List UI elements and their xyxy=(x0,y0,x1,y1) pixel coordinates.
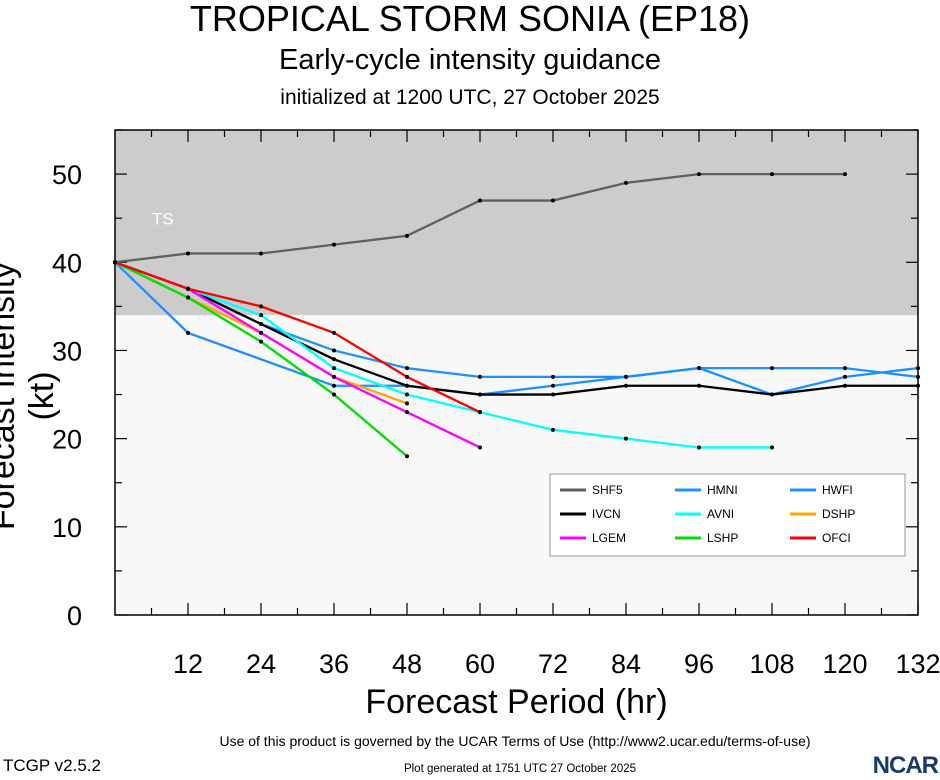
series-label-hmni: HMNI xyxy=(707,483,738,497)
data-point-avni xyxy=(551,427,555,432)
data-point-ivcn xyxy=(624,383,628,388)
y-tick-label: 20 xyxy=(52,425,82,455)
x-tick-label: 24 xyxy=(246,649,276,679)
data-point-ivcn xyxy=(843,383,847,388)
data-point-hwfi xyxy=(332,383,336,388)
generated-time: Plot generated at 1751 UTC 27 October 20… xyxy=(403,763,637,775)
data-point-shf5 xyxy=(405,233,409,238)
chart-subtitle: Early-cycle intensity guidance xyxy=(278,44,661,76)
data-point-hmni xyxy=(332,348,336,353)
x-tick-label: 60 xyxy=(465,649,495,679)
data-point-avni xyxy=(697,445,701,450)
series-line-ivcn xyxy=(114,261,918,396)
x-tick-label: 120 xyxy=(822,649,867,679)
band-label: TS xyxy=(152,209,174,228)
data-point-hmni xyxy=(405,366,409,371)
data-point-hwfi xyxy=(624,374,628,379)
data-point-lgem xyxy=(478,445,482,450)
data-point-hwfi xyxy=(843,374,847,379)
data-point-hwfi xyxy=(186,330,190,335)
x-tick-label: 84 xyxy=(611,649,641,679)
x-tick-label: 48 xyxy=(392,649,422,679)
data-point-hmni xyxy=(916,374,920,379)
series-label-dshp: DSHP xyxy=(822,507,855,521)
data-point-lshp xyxy=(405,454,409,459)
series-label-ivcn: IVCN xyxy=(592,507,621,521)
data-point-lgem xyxy=(332,374,336,379)
x-tick-label: 132 xyxy=(895,649,940,679)
y-axis-label: Forecast Intensity (kt) xyxy=(0,261,61,531)
x-axis-label: Forecast Period (hr) xyxy=(365,683,668,721)
data-point-ivcn xyxy=(551,392,555,397)
data-point-avni xyxy=(259,313,263,318)
data-point-ofci xyxy=(186,286,190,291)
data-point-shf5 xyxy=(697,172,701,177)
data-point-hwfi xyxy=(697,366,701,371)
data-point-hmni xyxy=(551,374,555,379)
ncar-logo: NCAR xyxy=(872,752,939,779)
data-point-ivcn xyxy=(478,392,482,397)
terms-of-use: Use of this product is governed by the U… xyxy=(219,733,811,749)
data-point-ofci xyxy=(259,304,263,309)
y-tick-label: 30 xyxy=(52,336,82,366)
data-point-ivcn xyxy=(916,383,920,388)
series-label-shf5: SHF5 xyxy=(592,483,623,497)
x-tick-label: 36 xyxy=(319,649,349,679)
data-point-ivcn xyxy=(405,383,409,388)
data-point-lgem xyxy=(259,330,263,335)
data-point-hmni xyxy=(843,366,847,371)
series-line-ofci xyxy=(114,261,481,414)
chart-title: TROPICAL STORM SONIA (EP18) xyxy=(189,0,751,39)
data-point-ofci xyxy=(405,374,409,379)
band-ts xyxy=(115,130,918,316)
data-point-hmni xyxy=(478,374,482,379)
data-point-ivcn xyxy=(697,383,701,388)
plot-frame xyxy=(114,129,919,616)
data-point-shf5 xyxy=(259,251,263,256)
data-point-avni xyxy=(624,436,628,441)
data-point-shf5 xyxy=(478,198,482,203)
data-point-hwfi xyxy=(916,366,920,371)
x-tick-label: 96 xyxy=(684,649,714,679)
y-tick-label: 50 xyxy=(52,160,82,190)
data-point-ofci xyxy=(478,410,482,415)
data-point-shf5 xyxy=(551,198,555,203)
data-point-lshp xyxy=(332,392,336,397)
series-label-lgem: LGEM xyxy=(592,531,626,545)
initialization-time: initialized at 1200 UTC, 27 October 2025 xyxy=(280,86,660,109)
data-point-lgem xyxy=(405,410,409,415)
data-point-ofci xyxy=(113,260,117,265)
data-point-shf5 xyxy=(624,180,628,185)
data-point-shf5 xyxy=(770,172,774,177)
data-point-shf5 xyxy=(186,251,190,256)
data-point-avni xyxy=(332,366,336,371)
data-point-lshp xyxy=(259,339,263,344)
data-point-hwfi xyxy=(551,383,555,388)
series-line-avni xyxy=(114,261,772,449)
data-point-lshp xyxy=(186,295,190,300)
data-point-shf5 xyxy=(843,172,847,177)
series-label-avni: AVNI xyxy=(707,507,734,521)
data-point-hmni xyxy=(770,366,774,371)
data-point-ofci xyxy=(332,330,336,335)
x-tick-label: 72 xyxy=(538,649,568,679)
version-label: TCGP v2.5.2 xyxy=(3,756,101,775)
x-tick-label: 108 xyxy=(749,649,794,679)
data-point-ivcn xyxy=(259,322,263,326)
y-tick-label: 40 xyxy=(52,248,82,278)
legend-box xyxy=(549,473,906,557)
x-tick-label: 12 xyxy=(173,649,203,679)
data-point-dshp xyxy=(405,401,409,406)
series-label-ofci: OFCI xyxy=(822,531,851,545)
series-label-lshp: LSHP xyxy=(707,531,738,545)
data-point-avni xyxy=(405,392,409,397)
data-point-avni xyxy=(770,445,774,450)
data-point-shf5 xyxy=(332,242,336,247)
data-point-ivcn xyxy=(332,357,336,362)
data-point-ivcn xyxy=(770,392,774,397)
series-label-hwfi: HWFI xyxy=(822,483,853,497)
y-tick-label: 0 xyxy=(67,601,82,631)
y-tick-label: 10 xyxy=(52,513,82,543)
